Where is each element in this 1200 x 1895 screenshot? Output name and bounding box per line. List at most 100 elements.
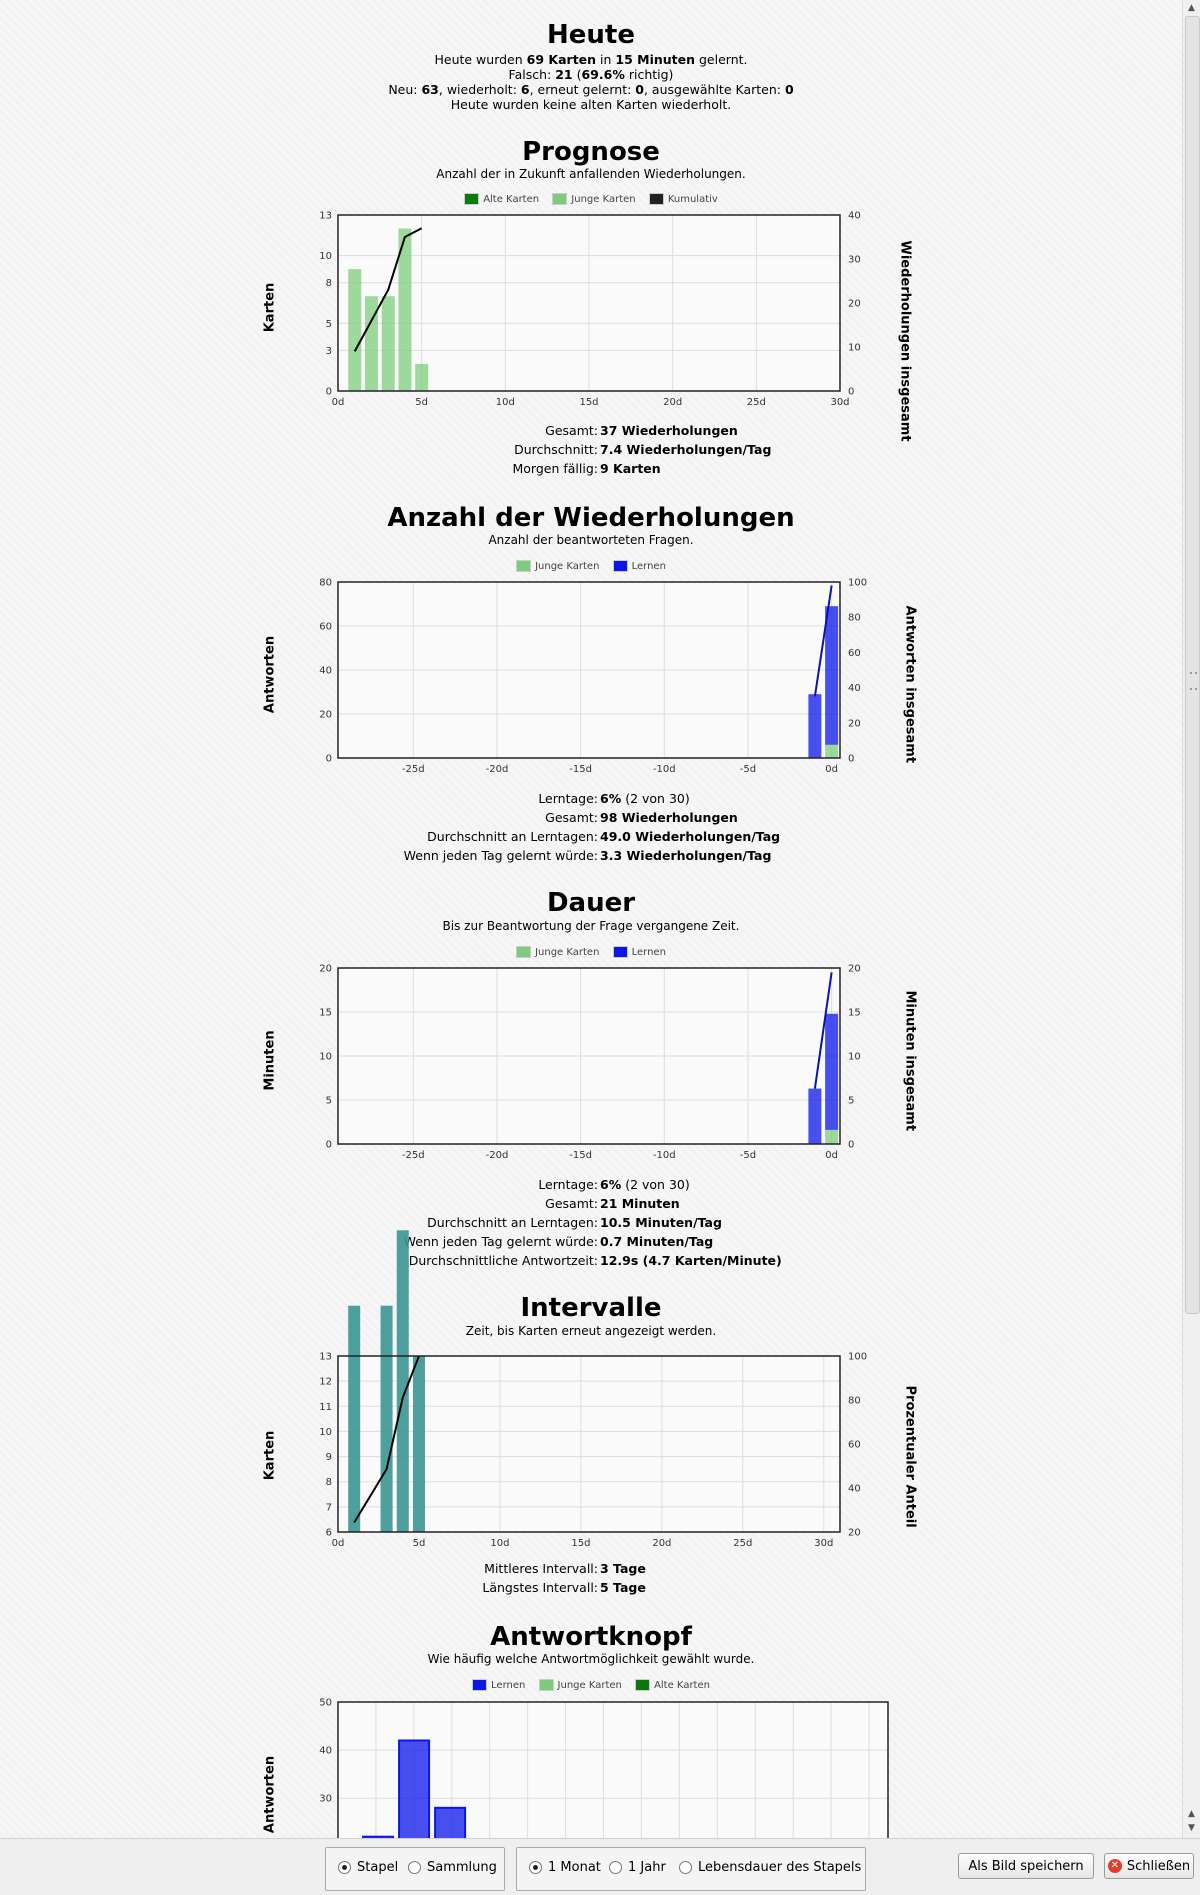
answers-title: Antwortknopf	[490, 1622, 692, 1652]
bar	[825, 1129, 839, 1144]
x-tick-label: -10d	[653, 764, 676, 775]
bar	[415, 363, 429, 391]
scrollbar-grip-icon	[1190, 672, 1197, 690]
stat-value: 49.0 Wiederholungen/Tag	[600, 829, 781, 844]
y-tick-label: 40	[319, 666, 332, 677]
y2-tick-label: 10	[848, 1052, 861, 1063]
x-tick-label: -25d	[402, 764, 425, 775]
button-label: Schließen	[1126, 1858, 1191, 1874]
stats-scroll-area[interactable]: Heute Heute wurden 69 Karten in 15 Minut…	[0, 0, 1182, 1838]
stat-row: Lerntage: 6% (2 von 30)	[0, 789, 1182, 808]
duration-subtitle: Bis zur Beantwortung der Frage vergangen…	[442, 919, 740, 933]
legend-swatch	[516, 946, 532, 958]
stat-value: 37 Wiederholungen	[600, 423, 738, 438]
legend-label: Alte Karten	[483, 194, 540, 205]
duration-ylabel: Minuten	[262, 1030, 278, 1091]
y2-tick-label: 100	[848, 578, 867, 589]
close-icon: ✕	[1107, 1859, 1122, 1873]
legend-label: Junge Karten	[571, 194, 636, 205]
stat-label: Morgen fällig:	[512, 461, 599, 476]
radio-lebensdauer[interactable]: Lebensdauer des Stapels	[679, 1860, 861, 1875]
save-as-image-button[interactable]: Als Bild speichern	[958, 1853, 1094, 1879]
stat-label: Wenn jeden Tag gelernt würde:	[403, 848, 598, 863]
answers-subtitle: Wie häufig welche Antwortmöglichkeit gew…	[427, 1652, 755, 1666]
stat-row: Mittleres Intervall: 3 Tage	[0, 1559, 1182, 1578]
legend-item-junge: Junge Karten	[538, 1679, 622, 1693]
bar	[808, 694, 822, 758]
legend-label: Lernen	[631, 561, 666, 572]
scroll-up-arrow-icon[interactable]: ▲	[1188, 1809, 1195, 1819]
radio-dot[interactable]	[408, 1861, 421, 1874]
legend-swatch	[464, 193, 480, 205]
reviews-title: Anzahl der Wiederholungen	[387, 503, 795, 533]
radio-sammlung[interactable]: Sammlung	[408, 1860, 497, 1875]
y2-tick-label: 0	[848, 1140, 854, 1151]
y-tick-label: 12	[319, 1377, 332, 1388]
bottom-toolbar: Stapel Sammlung 1 Monat 1 Jahr Lebensdau…	[0, 1838, 1200, 1895]
today-line-2: Falsch: 21 (69.6% richtig)	[508, 67, 674, 82]
bar	[398, 1739, 431, 1838]
y2-tick-label: 30	[848, 255, 861, 266]
legend-item-junge: Junge Karten	[552, 193, 636, 207]
radio-dot[interactable]	[609, 1861, 622, 1874]
x-tick-label: -20d	[486, 764, 509, 775]
cumulative-line	[353, 1355, 420, 1524]
y2-tick-label: 100	[848, 1352, 867, 1363]
x-tick-label: -15d	[569, 1150, 592, 1161]
x-tick-label: 5d	[415, 397, 428, 408]
x-tick-label: 0d	[825, 764, 838, 775]
stat-label: Durchschnitt an Lerntagen:	[427, 1215, 598, 1230]
radio-dot[interactable]	[679, 1861, 692, 1874]
stat-value: 9 Karten	[600, 461, 661, 476]
legend-swatch	[635, 1679, 651, 1691]
intervals-chart: 6 7 8 9 10 11 12 13 0d 5d 10d 15d 20d 25d 30d 20 40 60 80 1…	[319, 1230, 867, 1549]
vertical-scrollbar[interactable]: ▲ ▲ ▼	[1182, 0, 1200, 1838]
legend-label: Junge Karten	[535, 947, 600, 958]
radio-dot[interactable]	[529, 1861, 542, 1874]
stat-value: 6% (2 von 30)	[600, 1177, 690, 1192]
reviews-chart: 0 20 40 60 80 -25d -20d -15d -10d -5d 0d 0 20 40 60 80 1…	[319, 578, 867, 776]
radio-1-jahr[interactable]: 1 Jahr	[609, 1860, 666, 1875]
close-button[interactable]: ✕ Schließen	[1104, 1853, 1194, 1879]
y-tick-label: 40	[319, 1746, 332, 1757]
legend-swatch	[648, 193, 664, 205]
y-tick-label: 13	[319, 211, 332, 222]
y-tick-label: 0	[326, 754, 332, 765]
stat-value: 3 Tage	[600, 1561, 646, 1576]
y-tick-label: 15	[319, 1008, 332, 1019]
today-title: Heute	[547, 20, 635, 50]
bar	[808, 1088, 822, 1144]
stat-label: Durchschnittliche Antwortzeit:	[408, 1253, 598, 1268]
x-tick-label: 25d	[747, 397, 766, 408]
answers-legend: Lernen Junge Karten Alte Karten	[0, 1679, 1182, 1693]
y-tick-label: 7	[326, 1502, 332, 1513]
x-tick-label: 0d	[332, 397, 345, 408]
plot-border	[337, 967, 841, 1145]
x-tick-label: 25d	[733, 1538, 752, 1549]
forecast-subtitle: Anzahl der in Zukunft anfallenden Wieder…	[436, 167, 746, 181]
intervals-stats: Mittleres Intervall: 3 Tage Längstes Inte…	[0, 1559, 1182, 1597]
bar	[825, 744, 839, 758]
y2-tick-label: 60	[848, 1440, 861, 1451]
y-tick-label: 0	[326, 387, 332, 398]
reviews-stats: Lerntage: 6% (2 von 30) Gesamt: 98 Wiederh…	[0, 789, 1182, 865]
radio-dot[interactable]	[338, 1861, 351, 1874]
stat-row: Durchschnittliche Antwortzeit: 12.9s (4.7…	[0, 1251, 1182, 1270]
x-tick-label: -5d	[740, 764, 756, 775]
reviews-ylabel-right: Antworten insgesamt	[902, 605, 918, 764]
radio-stapel[interactable]: Stapel	[338, 1860, 398, 1875]
x-tick-label: -20d	[486, 1150, 509, 1161]
bar	[362, 1835, 395, 1838]
duration-ylabel-right: Minuten insgesamt	[902, 990, 918, 1132]
radio-1-monat[interactable]: 1 Monat	[529, 1860, 601, 1875]
scroll-top-arrow-icon[interactable]: ▲	[1188, 3, 1195, 13]
y2-tick-label: 20	[848, 964, 861, 975]
cumulative-line	[813, 972, 833, 1089]
scrollbar-thumb[interactable]	[1185, 16, 1200, 1314]
stat-row: Durchschnitt: 7.4 Wiederholungen/Tag	[0, 440, 1182, 459]
scroll-down-arrow-icon[interactable]: ▼	[1188, 1823, 1195, 1833]
forecast-title: Prognose	[522, 137, 660, 167]
stat-value: 0.7 Minuten/Tag	[600, 1234, 714, 1249]
legend-item-junge: Junge Karten	[516, 946, 599, 960]
stat-value: 12.9s (4.7 Karten/Minute)	[600, 1253, 782, 1268]
